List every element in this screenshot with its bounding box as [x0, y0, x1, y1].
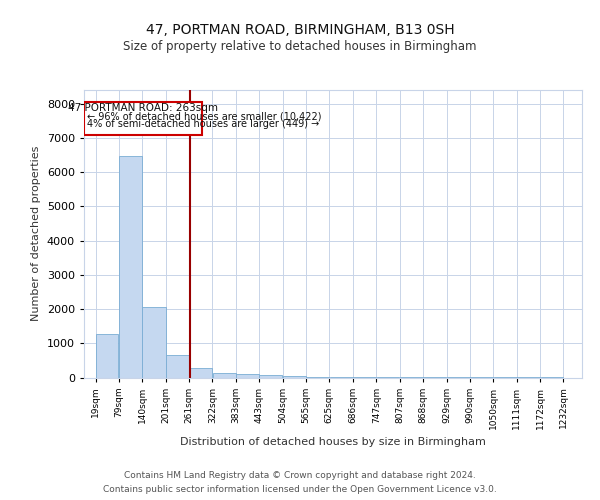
Text: 47, PORTMAN ROAD, BIRMINGHAM, B13 0SH: 47, PORTMAN ROAD, BIRMINGHAM, B13 0SH	[146, 22, 454, 36]
Text: 4% of semi-detached houses are larger (449) →: 4% of semi-detached houses are larger (4…	[87, 120, 319, 130]
Bar	[189, 368, 212, 378]
Bar	[96, 334, 118, 378]
Bar	[283, 376, 306, 378]
Bar	[212, 372, 236, 378]
Text: Contains public sector information licensed under the Open Government Licence v3: Contains public sector information licen…	[103, 484, 497, 494]
Y-axis label: Number of detached properties: Number of detached properties	[31, 146, 41, 322]
Bar	[166, 356, 188, 378]
FancyBboxPatch shape	[84, 102, 202, 135]
Bar	[259, 376, 283, 378]
Text: 47 PORTMAN ROAD: 263sqm: 47 PORTMAN ROAD: 263sqm	[68, 103, 218, 113]
Text: Contains HM Land Registry data © Crown copyright and database right 2024.: Contains HM Land Registry data © Crown c…	[124, 472, 476, 480]
X-axis label: Distribution of detached houses by size in Birmingham: Distribution of detached houses by size …	[180, 437, 486, 447]
Bar	[236, 374, 259, 378]
Text: Size of property relative to detached houses in Birmingham: Size of property relative to detached ho…	[123, 40, 477, 53]
Bar	[142, 307, 166, 378]
Text: ← 96% of detached houses are smaller (10,422): ← 96% of detached houses are smaller (10…	[87, 112, 322, 122]
Bar	[119, 156, 142, 378]
